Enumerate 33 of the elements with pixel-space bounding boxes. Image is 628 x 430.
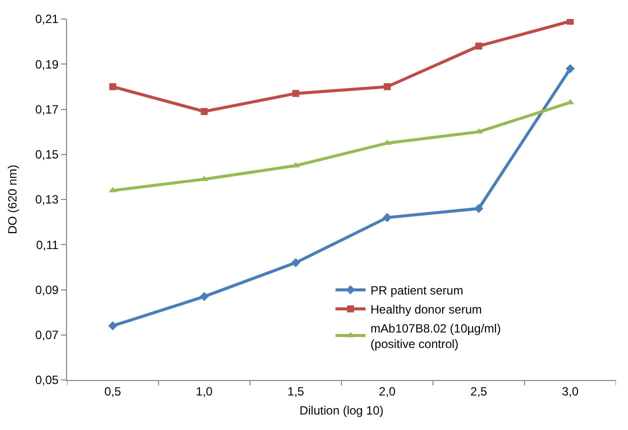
x-tick-label: 1,5: [287, 384, 304, 398]
point: [200, 108, 208, 116]
point: [566, 64, 575, 74]
x-axis-title: Dilution (log 10): [299, 403, 384, 418]
point: [474, 204, 484, 214]
legend-label: mAb107B8.02 (10µg/ml) (positive control): [370, 321, 501, 351]
x-tick-label: 1,0: [196, 384, 213, 398]
legend-label: PR patient serum: [370, 284, 464, 298]
y-tick-label: 0,13: [35, 192, 59, 207]
point: [292, 90, 300, 97]
y-tick-label: 0,17: [35, 102, 59, 116]
point: [382, 213, 392, 222]
point: [566, 19, 574, 25]
x-tick-label: 2,5: [470, 384, 488, 398]
point: [200, 292, 209, 302]
x-tick-label: 0,5: [104, 384, 122, 398]
point: [475, 42, 482, 50]
point: [384, 83, 391, 90]
legend-label: Healthy donor serum: [370, 302, 482, 317]
y-tick-label: 0,15: [35, 148, 59, 162]
y-tick-label: 0,19: [35, 57, 59, 72]
x-tick-label: 3,0: [562, 384, 579, 398]
y-tick-label: 0,09: [35, 282, 59, 297]
point: [291, 258, 300, 268]
y-axis-title: DO (620 nm): [6, 164, 20, 234]
y-tick-label: 0,11: [36, 238, 59, 252]
y-tick-label: 0,07: [35, 328, 59, 342]
point: [108, 186, 117, 192]
point: [109, 83, 116, 90]
point: [108, 321, 118, 330]
y-tick-label: 0,21: [35, 12, 59, 26]
x-tick-label: 2,0: [378, 384, 396, 398]
y-tick-label: 0,05: [35, 373, 59, 388]
